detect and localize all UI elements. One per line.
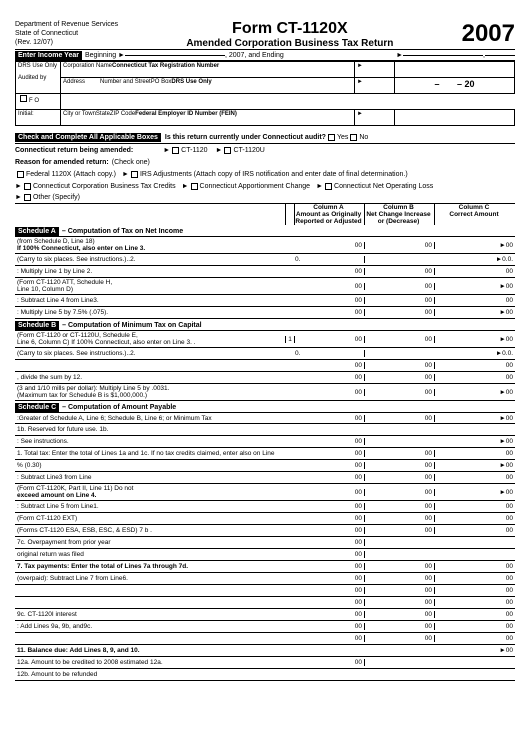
initial-cell: Initial: — [16, 110, 61, 126]
schedule-a-bar: Schedule A — [15, 227, 59, 236]
r1-checkbox[interactable] — [17, 171, 24, 178]
ct-return-row: Connecticut return being amended: ►CT-11… — [15, 144, 515, 156]
schedule-b-header: Schedule B – Computation of Minimum Tax … — [15, 321, 515, 330]
sa-line4: (Form CT-1120 ATT, Schedule H,Line 10, C… — [15, 278, 515, 295]
ct1120-checkbox[interactable] — [172, 147, 179, 154]
sa-line3: : Multiply Line 1 by Line 2. 00 00 00 — [15, 266, 515, 278]
drs-only: DRS Use OnlyAudited by — [16, 62, 61, 94]
schedule-b-bar: Schedule B — [15, 321, 59, 330]
schedule-c-bar: Schedule C — [15, 403, 59, 412]
sc-line7c: 7c. Overpayment from prior year 00 — [15, 537, 515, 549]
form-subtitle: Amended Corporation Business Tax Return — [186, 38, 393, 49]
schedule-a-title: – Computation of Tax on Net Income — [62, 228, 183, 235]
sc-line11: 11. Balance due: Add Lines 8, 9, and 10.… — [15, 645, 515, 657]
sa-line2: (Carry to six places. See instructions.)… — [15, 254, 515, 266]
sa-line1: (from Schedule D, Line 18)If 100% Connec… — [15, 236, 515, 254]
fo-cell: F O — [16, 94, 61, 110]
sc-line9c: 9c. CT-1120I interest 00 00 00 — [15, 609, 515, 621]
sc-taxpayments: 7. Tax payments: Enter the total of Line… — [15, 561, 515, 573]
income-year-bar: Enter Income Year — [15, 51, 82, 60]
sb-line5: (3 and 1/10 mills per dollar): Multiply … — [15, 384, 515, 401]
corp-name-cell[interactable]: Corporation NameConnecticut Tax Registra… — [61, 62, 355, 78]
audit-no-checkbox[interactable] — [350, 134, 357, 141]
ending-field2[interactable] — [485, 55, 515, 56]
sc-line12a: 12a. Amount to be credited to 2008 estim… — [15, 657, 515, 669]
ct1120u-checkbox[interactable] — [224, 147, 231, 154]
sc-blank2: 00 00 00 — [15, 597, 515, 609]
header: Department of Revenue Services State of … — [15, 20, 515, 49]
income-year-row: Enter Income Year Beginning ► , 2007, an… — [15, 49, 515, 61]
form-page: Department of Revenue Services State of … — [0, 0, 530, 701]
sc-line1b: 1b. Reserved for future use. 1b. — [15, 424, 515, 436]
reason1-row: Federal 1120X (Attach copy.) ►IRS Adjust… — [15, 168, 515, 180]
sc-line7d: original return was filed 00 — [15, 549, 515, 561]
r2c-checkbox[interactable] — [325, 183, 332, 190]
sc-line3: : Subtract Line3 from Line 00 00 00 — [15, 472, 515, 484]
schedule-c-title: – Computation of Amount Payable — [62, 404, 176, 411]
fein-field[interactable] — [395, 110, 515, 126]
arrow-cell1: ► — [355, 62, 395, 78]
reason-row: Reason for amended return: (Check one) — [15, 156, 515, 168]
schedule-b-title: – Computation of Minimum Tax on Capital — [62, 322, 201, 329]
r3-checkbox[interactable] — [24, 194, 31, 201]
form-title: Form CT-1120X — [186, 20, 393, 38]
sc-line4: (Form CT-1120K, Part II, Line 11) Do not… — [15, 484, 515, 501]
reason-label: Reason for amended return: — [15, 159, 109, 166]
arrow-cell2: ► — [355, 78, 395, 94]
ct-return-label: Connecticut return being amended: — [15, 147, 133, 154]
reason2-row: ►Connecticut Corporation Business Tax Cr… — [15, 180, 515, 192]
reg-field[interactable] — [395, 62, 515, 78]
state-label: State of Connecticut — [15, 29, 118, 38]
column-headers: Column AAmount as Originally Reported or… — [15, 204, 515, 225]
sc-blank1: 00 00 00 — [15, 585, 515, 597]
r1b-checkbox[interactable] — [131, 171, 138, 178]
sc-line7: (Forms CT-1120 ESA, ESB, ESC, & ESD) 7 b… — [15, 525, 515, 537]
sb-line2: (Carry to six places. See instructions.)… — [15, 348, 515, 360]
header-center: Form CT-1120X Amended Corporation Busine… — [186, 20, 393, 49]
sc-line1c: : See instructions. 00 ► 00 — [15, 436, 515, 448]
check-bar: Check and Complete All Applicable Boxes — [15, 133, 161, 142]
ending-field[interactable] — [403, 55, 483, 56]
sc-line5: : Subtract Line 5 from Line1. 00 00 00 — [15, 501, 515, 513]
r2b-checkbox[interactable] — [191, 183, 198, 190]
sc-total-tax: 1. Total tax: Enter the total of Lines 1… — [15, 448, 515, 460]
audit-q: Is this return currently under Connectic… — [165, 134, 326, 141]
ending-label: , 2007, and Ending — [225, 52, 284, 59]
sc-line9: : Add Lines 9a, 9b, and9c. 00 00 00 — [15, 621, 515, 633]
sc-line12b: 12b. Amount to be refunded — [15, 669, 515, 681]
sc-blank3: 00 00 00 — [15, 633, 515, 645]
arrow-cell3: ► — [355, 110, 395, 126]
beginning-field[interactable] — [125, 55, 225, 56]
sb-line3: 00 00 00 — [15, 360, 515, 372]
drs-dash: – – 20 — [395, 78, 515, 94]
sc-line6: (Form CT-1120 EXT) 00 00 00 — [15, 513, 515, 525]
beginning-label: Beginning ► — [85, 52, 125, 59]
address-cell[interactable]: Address Number and StreetPO BoxDRS Use O… — [61, 78, 355, 94]
r2-checkbox[interactable] — [24, 183, 31, 190]
sc-line8: (overpaid): Subtract Line 7 from Line6. … — [15, 573, 515, 585]
rev-label: (Rev. 12/07) — [15, 38, 118, 47]
sa-line6: : Multiply Line 5 by 7.5% (.075). 00 00 … — [15, 307, 515, 319]
sc-line2: % (0.30) 00 00 ► 00 — [15, 460, 515, 472]
audit-yes-checkbox[interactable] — [328, 134, 335, 141]
tax-year: 2007 — [462, 20, 515, 48]
sa-line5: : Subtract Line 4 from Line3. 00 00 00 — [15, 295, 515, 307]
sb-line4: , divide the sum by 12. 00 00 00 — [15, 372, 515, 384]
city-cell[interactable]: City or TownStateZIP CodeFederal Employe… — [61, 110, 355, 126]
schedule-c-header: Schedule C – Computation of Amount Payab… — [15, 403, 515, 412]
reason3-row: ►Other (Specify) — [15, 192, 515, 204]
sb-line1: (Form CT-1120 or CT-1120U, Schedule E,Li… — [15, 330, 515, 348]
dept-label: Department of Revenue Services — [15, 20, 118, 29]
sc-line1: :Greater of Schedule A, Line 6; Schedule… — [15, 412, 515, 424]
schedule-a-header: Schedule A – Computation of Tax on Net I… — [15, 227, 515, 236]
check-row: Check and Complete All Applicable Boxes … — [15, 132, 515, 144]
info-table: DRS Use OnlyAudited by Corporation NameC… — [15, 61, 515, 126]
header-left: Department of Revenue Services State of … — [15, 20, 118, 47]
